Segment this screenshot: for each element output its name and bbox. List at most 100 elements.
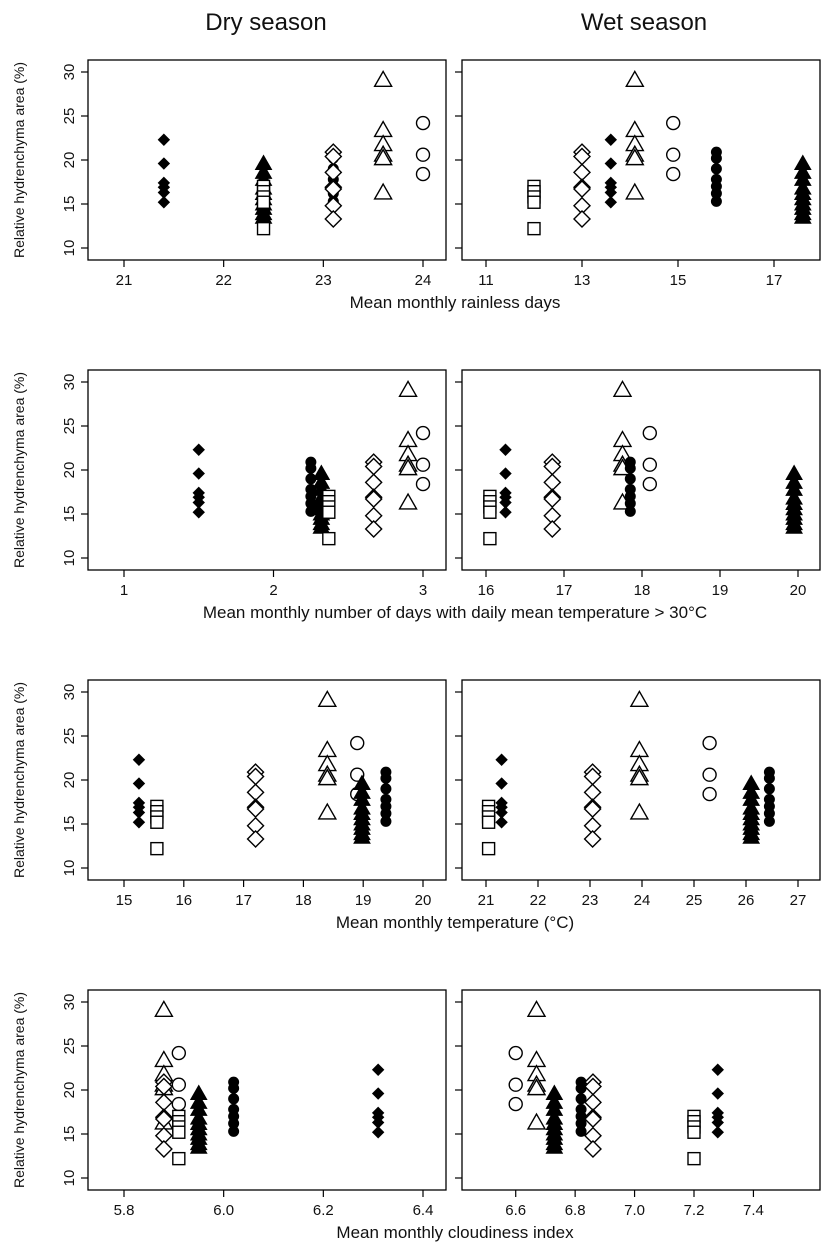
x-tick-label: 19 bbox=[712, 582, 729, 599]
data-point-open-circle bbox=[702, 767, 717, 782]
data-point-open-triangle bbox=[526, 1000, 547, 1017]
y-tick-label: 15 bbox=[61, 816, 78, 833]
data-point-open-diamond bbox=[583, 1093, 602, 1112]
plot-rows: Relative hydrenchyma area (%) 10 15 20 25 30 2… bbox=[11, 59, 821, 1242]
data-point-filled-circle bbox=[228, 1125, 240, 1137]
data-point-open-square bbox=[483, 505, 497, 519]
data-point-open-circle bbox=[508, 1077, 523, 1092]
data-point-open-circle bbox=[642, 457, 657, 472]
data-point-filled-circle bbox=[763, 783, 775, 795]
data-point-open-diamond bbox=[583, 783, 602, 802]
data-point-filled-circle bbox=[228, 1093, 240, 1105]
x-tick-label: 6.8 bbox=[565, 1202, 586, 1219]
data-point-open-circle bbox=[702, 735, 717, 751]
panel-dry-row-1: 10 15 20 25 30 21 22 23 24 bbox=[61, 59, 447, 289]
y-tick-label: 25 bbox=[61, 728, 78, 745]
x-tick-label: 5.8 bbox=[114, 1202, 135, 1219]
series-open-square bbox=[172, 1109, 186, 1166]
data-point-open-triangle bbox=[398, 430, 418, 448]
x-axis-label: Mean monthly number of days with daily m… bbox=[203, 603, 707, 622]
chart-row-2: Relative hydrenchyma area (%) 10152025301… bbox=[11, 369, 821, 622]
x-tick-label: 27 bbox=[790, 892, 807, 909]
data-point-filled-diamond bbox=[495, 753, 508, 766]
y-tick-label: 20 bbox=[61, 462, 78, 479]
x-tick-label: 20 bbox=[415, 892, 432, 909]
data-point-open-triangle bbox=[629, 802, 650, 820]
data-point-open-circle bbox=[666, 147, 681, 162]
data-point-open-diamond bbox=[246, 783, 265, 802]
series-open-square bbox=[527, 179, 541, 236]
panel-dry-row-4: 10 15 20 25 30 5.8 6.0 6.2 6.4 bbox=[61, 989, 447, 1219]
series-filled-diamond bbox=[157, 133, 171, 209]
x-tick-label: 6.0 bbox=[213, 1202, 234, 1219]
data-point-filled-circle bbox=[710, 163, 722, 175]
y-tick-label: 25 bbox=[61, 1038, 78, 1055]
series-open-diamond bbox=[364, 453, 383, 538]
data-point-open-diamond bbox=[573, 180, 591, 199]
chart-row-3: Relative hydrenchyma area (%) 10152025301… bbox=[11, 679, 821, 932]
series-open-circle bbox=[415, 425, 431, 492]
x-tick-label: 1 bbox=[120, 582, 128, 599]
x-axis-label: Mean monthly rainless days bbox=[350, 293, 561, 312]
data-point-filled-diamond bbox=[132, 753, 146, 766]
data-point-filled-triangle bbox=[353, 828, 371, 844]
data-point-open-circle bbox=[642, 425, 657, 441]
x-tick-label: 20 bbox=[790, 582, 807, 599]
data-point-filled-circle bbox=[763, 772, 775, 784]
series-filled-diamond bbox=[499, 443, 512, 519]
y-tick-label: 30 bbox=[61, 64, 78, 81]
panel-wet-row-4: 6.6 6.8 7.0 7.2 7.4 bbox=[455, 989, 821, 1219]
data-point-open-diamond bbox=[573, 163, 591, 182]
series-open-triangle bbox=[629, 690, 650, 820]
data-point-open-circle bbox=[415, 147, 431, 162]
chart-row-1: Relative hydrenchyma area (%) 10 15 20 25 30 2… bbox=[11, 59, 821, 312]
x-axis-label: Mean monthly cloudiness index bbox=[336, 1223, 574, 1242]
data-point-filled-circle bbox=[380, 815, 392, 827]
data-point-filled-diamond bbox=[499, 443, 512, 456]
data-point-filled-circle bbox=[710, 195, 722, 207]
y-tick-label: 15 bbox=[61, 1126, 78, 1143]
series-filled-circle bbox=[624, 456, 636, 517]
x-tick-label: 18 bbox=[295, 892, 312, 909]
data-point-filled-circle bbox=[228, 1082, 240, 1094]
data-point-filled-diamond bbox=[604, 133, 618, 146]
x-tick-label: 3 bbox=[419, 582, 427, 599]
plot-frame bbox=[87, 369, 447, 571]
y-tick-label: 20 bbox=[61, 772, 78, 789]
series-filled-diamond bbox=[371, 1063, 385, 1139]
data-point-open-circle bbox=[702, 786, 717, 802]
data-point-open-triangle bbox=[373, 148, 393, 166]
y-tick-label: 10 bbox=[61, 240, 78, 257]
x-tick-label: 15 bbox=[670, 272, 687, 289]
data-point-open-square bbox=[322, 531, 336, 546]
data-point-open-square bbox=[483, 531, 497, 546]
data-point-open-diamond bbox=[364, 490, 383, 509]
data-point-open-triangle bbox=[398, 458, 418, 476]
data-point-open-triangle bbox=[629, 740, 650, 758]
plot-frame bbox=[87, 989, 447, 1191]
data-point-open-triangle bbox=[625, 182, 645, 200]
data-point-open-circle bbox=[171, 1096, 187, 1112]
data-point-open-diamond bbox=[543, 490, 562, 509]
data-point-filled-circle bbox=[763, 815, 775, 827]
data-point-open-diamond bbox=[583, 1139, 602, 1158]
series-filled-diamond bbox=[192, 443, 205, 519]
series-filled-diamond bbox=[132, 753, 146, 829]
data-point-filled-diamond bbox=[157, 133, 171, 146]
data-point-filled-triangle bbox=[742, 828, 761, 844]
data-point-open-square bbox=[172, 1125, 186, 1139]
data-point-open-diamond bbox=[324, 180, 343, 199]
data-point-filled-diamond bbox=[192, 443, 205, 456]
x-tick-label: 15 bbox=[116, 892, 133, 909]
x-tick-label: 7.2 bbox=[684, 1202, 705, 1219]
data-point-open-diamond bbox=[364, 473, 383, 492]
y-tick-label: 15 bbox=[61, 196, 78, 213]
data-point-open-square bbox=[687, 1125, 701, 1139]
y-tick-label: 30 bbox=[61, 684, 78, 701]
data-point-open-triangle bbox=[526, 1050, 547, 1068]
data-point-open-triangle bbox=[526, 1078, 547, 1096]
series-open-diamond bbox=[154, 1073, 173, 1158]
y-tick-label: 20 bbox=[61, 152, 78, 169]
x-tick-label: 21 bbox=[116, 272, 133, 289]
data-point-filled-diamond bbox=[371, 1063, 385, 1076]
